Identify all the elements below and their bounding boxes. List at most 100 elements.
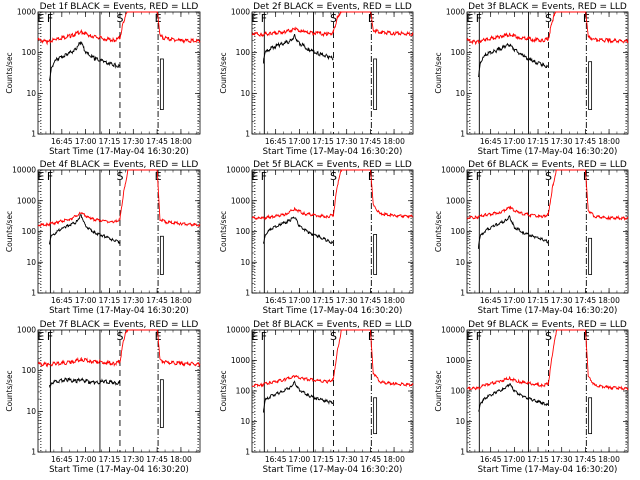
y-tick-label: 10: [455, 258, 465, 267]
y-axis-label: Counts/sec: [5, 52, 14, 93]
y-tick-label: 100: [236, 227, 251, 236]
chart-title: Det 9f BLACK = Events, RED = LLD: [468, 320, 627, 330]
x-axis-label: Start Time (17-May-04 16:30:20): [263, 147, 403, 157]
y-tick-label: 1000: [446, 356, 465, 365]
y-tick-label: 1: [460, 448, 465, 457]
x-tick-label: 17:15: [99, 296, 121, 305]
y-tick-label: 1: [460, 289, 465, 298]
y-tick-label: 1000: [446, 8, 465, 17]
x-tick-label: 17:45: [360, 455, 382, 464]
event-marker-label: E: [466, 170, 473, 183]
events-series-line: [478, 382, 549, 412]
event-marker-label: E: [37, 330, 44, 343]
x-tick-label: 18:00: [170, 455, 192, 464]
y-tick-label: 1000: [446, 196, 465, 205]
plot-frame: [37, 169, 201, 294]
x-axis-label: Start Time (17-May-04 16:30:20): [478, 147, 618, 157]
x-tick-label: 17:30: [551, 455, 573, 464]
lld-series-line: [466, 11, 629, 46]
chart-panel-6: Det 6f BLACK = Events, RED = LLD 1 10 100 10…: [434, 160, 629, 316]
x-tick-label: 17:15: [99, 455, 121, 464]
plot-frame: [466, 329, 629, 453]
y-tick-label: 1: [31, 289, 36, 298]
event-marker-label: F: [261, 330, 267, 343]
y-tick-label: 100: [451, 387, 466, 396]
event-marker-label: E: [251, 12, 258, 25]
event-marker-label: S: [116, 12, 123, 25]
y-tick-label: 10: [455, 89, 465, 98]
event-marker-label: E: [251, 330, 258, 343]
y-tick-label: 100: [451, 48, 466, 57]
y-axis-label: Counts/sec: [219, 370, 228, 411]
x-tick-label: 17:00: [75, 455, 97, 464]
x-tick-label: 17:15: [527, 296, 549, 305]
chart-title: Det 6f BLACK = Events, RED = LLD: [468, 160, 627, 170]
y-tick-label: 1: [245, 289, 250, 298]
x-tick-label: 18:00: [383, 137, 405, 146]
y-tick-label: 10: [240, 89, 250, 98]
event-marker-label: E: [155, 170, 162, 183]
x-tick-label: 16:45: [51, 137, 73, 146]
x-tick-label: 17:30: [122, 137, 144, 146]
events-bar-segment: [159, 379, 164, 428]
x-axis-label: Start Time (17-May-04 16:30:20): [263, 465, 403, 475]
events-series-line: [477, 42, 549, 78]
events-bar-segment: [373, 58, 378, 110]
chart-title: Det 5f BLACK = Events, RED = LLD: [253, 160, 412, 170]
y-tick-label: 10000: [12, 166, 36, 175]
chart-title: Det 2f BLACK = Events, RED = LLD: [253, 2, 412, 12]
x-tick-label: 17:30: [551, 137, 573, 146]
x-tick-label: 17:30: [336, 296, 358, 305]
x-tick-label: 17:30: [336, 455, 358, 464]
y-tick-label: 10: [26, 258, 36, 267]
lld-series-line: [466, 329, 629, 391]
events-bar-segment: [588, 61, 593, 110]
plot-frame: [37, 11, 201, 135]
y-tick-label: 100: [22, 366, 37, 375]
event-marker-label: F: [47, 12, 53, 25]
x-tick-label: 18:00: [383, 296, 405, 305]
plot-frame: [466, 169, 629, 294]
x-tick-label: 16:45: [265, 296, 287, 305]
y-tick-label: 1000: [231, 8, 250, 17]
x-tick-label: 17:00: [289, 137, 311, 146]
events-series-line: [262, 216, 334, 244]
event-marker-label: S: [545, 330, 552, 343]
y-tick-label: 1: [245, 448, 250, 457]
x-tick-label: 17:15: [99, 137, 121, 146]
x-tick-label: 17:45: [575, 455, 597, 464]
lld-series-line: [251, 10, 414, 38]
event-marker-label: S: [116, 330, 123, 343]
event-marker-label: E: [466, 330, 473, 343]
plot-frame: [251, 169, 414, 294]
x-tick-label: 16:45: [265, 455, 287, 464]
lld-series-line: [37, 169, 201, 228]
events-series-line: [48, 376, 121, 389]
y-tick-label: 100: [236, 48, 251, 57]
x-tick-label: 17:45: [146, 137, 168, 146]
x-tick-label: 17:45: [146, 296, 168, 305]
x-tick-label: 17:30: [336, 137, 358, 146]
y-tick-label: 10000: [226, 166, 250, 175]
x-tick-label: 17:30: [122, 296, 144, 305]
y-tick-label: 1: [460, 130, 465, 139]
y-axis-label: Counts/sec: [434, 52, 443, 93]
y-tick-label: 1000: [231, 196, 250, 205]
x-tick-label: 16:45: [480, 455, 502, 464]
x-axis-label: Start Time (17-May-04 16:30:20): [49, 306, 189, 316]
lld-series-line: [37, 11, 201, 46]
y-tick-label: 100: [22, 227, 37, 236]
x-tick-label: 16:45: [480, 296, 502, 305]
event-marker-label: S: [545, 12, 552, 25]
event-marker-label: F: [261, 170, 267, 183]
y-tick-label: 100: [451, 227, 466, 236]
x-tick-label: 16:45: [51, 455, 73, 464]
x-tick-label: 16:45: [51, 296, 73, 305]
x-tick-label: 18:00: [170, 137, 192, 146]
event-marker-label: S: [116, 170, 123, 183]
y-tick-label: 10: [26, 89, 36, 98]
x-tick-label: 17:00: [504, 455, 526, 464]
event-marker-label: S: [545, 170, 552, 183]
x-tick-label: 17:00: [504, 296, 526, 305]
